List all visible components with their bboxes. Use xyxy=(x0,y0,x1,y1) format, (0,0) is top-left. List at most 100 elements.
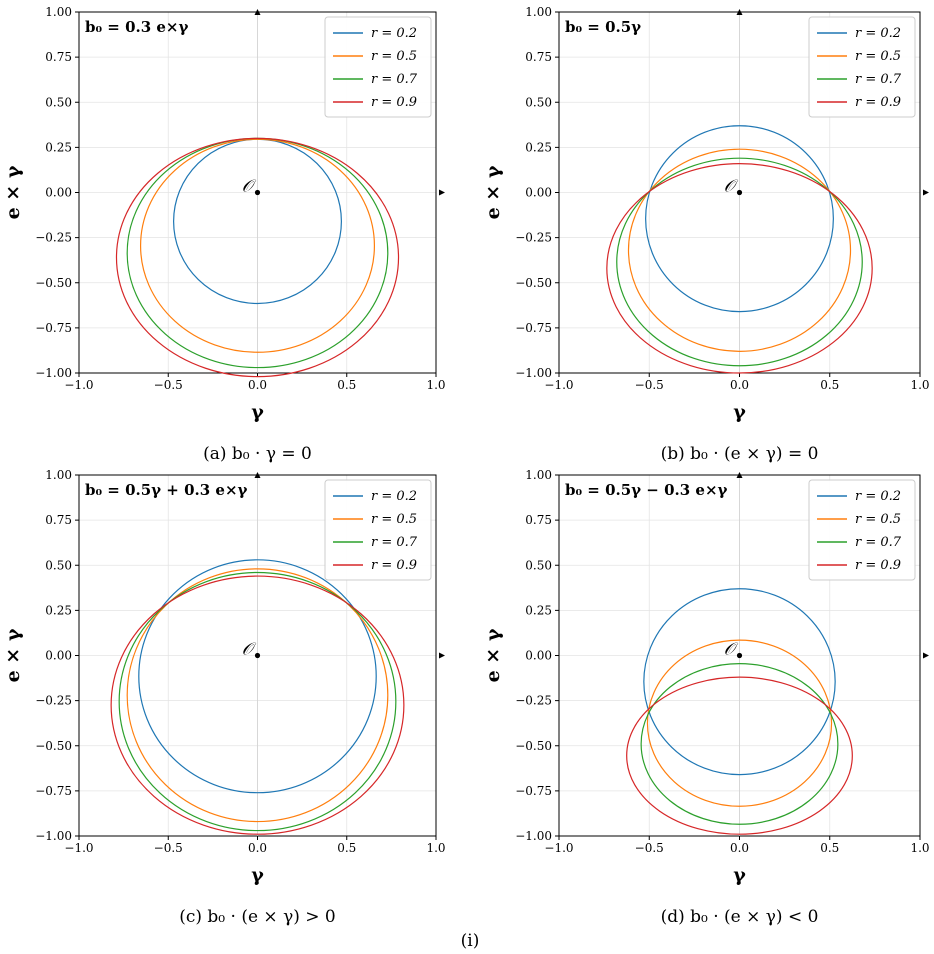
origin-point xyxy=(736,189,743,196)
legend-box xyxy=(808,479,916,581)
panel-4: −1.0 −0.5 0.0 0.5 1.0 1.00 0.75 0.50 0.25 0.00 −0.… xyxy=(482,468,930,927)
origin-label: 𝒪 xyxy=(724,640,739,660)
panel-label: b₀ = 0.5γ − 0.3 e×γ xyxy=(565,481,728,499)
right-arrow-icon xyxy=(923,652,929,659)
y-axis-title: e × γ xyxy=(482,165,504,219)
y-tick-label: 0.25 xyxy=(45,140,72,154)
legend: r = 0.2 r = 0.5 r = 0.7 r = 0.9 xyxy=(808,479,916,581)
x-tick-label: 0.0 xyxy=(248,378,267,392)
footer-text: (i) xyxy=(461,931,480,951)
x-axis-title: γ xyxy=(733,864,746,886)
y-tick-label: −0.50 xyxy=(515,276,552,290)
y-tick-label: −0.25 xyxy=(515,231,552,245)
x-tick-label: 0.5 xyxy=(820,841,839,855)
x-tick-label: 0.0 xyxy=(730,841,749,855)
y-tick-label: 1.00 xyxy=(525,468,552,482)
legend-box xyxy=(324,16,432,118)
y-tick-label: 0.25 xyxy=(45,603,72,617)
y-tick-label: −0.75 xyxy=(515,784,552,798)
series-curve-4 xyxy=(626,676,853,835)
series-curve-1 xyxy=(138,559,377,794)
legend-box xyxy=(324,479,432,581)
legend-entry: r = 0.9 xyxy=(855,558,901,573)
x-tick-label: −0.5 xyxy=(154,378,183,392)
series-curve-1 xyxy=(643,588,836,776)
y-tick-label: −1.00 xyxy=(35,829,72,843)
legend-entry: r = 0.2 xyxy=(371,26,417,41)
x-tick-label: −0.5 xyxy=(635,378,664,392)
y-tick-label: −1.00 xyxy=(35,366,72,380)
origin-label: 𝒪 xyxy=(724,177,739,197)
y-tick-label: 0.75 xyxy=(525,513,552,527)
series-curve-4 xyxy=(115,137,400,378)
x-tick-label: 1.0 xyxy=(910,841,929,855)
legend-entry: r = 0.9 xyxy=(371,558,417,573)
up-arrow-icon xyxy=(736,472,743,478)
series-curve-2 xyxy=(139,138,376,353)
x-tick-label: 1.0 xyxy=(910,378,929,392)
x-tick-label: −1.0 xyxy=(544,841,573,855)
x-tick-label: 0.0 xyxy=(248,841,267,855)
y-tick-label: 0.00 xyxy=(525,649,552,663)
y-tick-label: −0.75 xyxy=(35,321,72,335)
y-tick-label: −0.75 xyxy=(515,321,552,335)
y-tick-label: −0.25 xyxy=(35,231,72,245)
y-tick-label: −1.00 xyxy=(515,829,552,843)
y-tick-label: 0.75 xyxy=(45,513,72,527)
y-tick-label: 0.50 xyxy=(525,558,552,572)
y-tick-label: 1.00 xyxy=(525,5,552,19)
x-tick-label: 1.0 xyxy=(426,841,445,855)
y-tick-label: 1.00 xyxy=(45,468,72,482)
y-tick-label: −0.50 xyxy=(35,276,72,290)
x-tick-label: −1.0 xyxy=(544,378,573,392)
x-tick-label: 0.5 xyxy=(337,841,356,855)
y-tick-label: −0.75 xyxy=(35,784,72,798)
y-tick-label: 0.50 xyxy=(45,558,72,572)
x-tick-label: −0.5 xyxy=(635,841,664,855)
origin-label: 𝒪 xyxy=(242,640,257,660)
x-tick-label: −0.5 xyxy=(154,841,183,855)
x-axis-title: γ xyxy=(733,401,746,423)
y-tick-label: 0.00 xyxy=(525,186,552,200)
legend-entry: r = 0.7 xyxy=(855,72,902,87)
legend-entry: r = 0.5 xyxy=(855,49,901,64)
y-tick-label: −0.25 xyxy=(515,694,552,708)
legend: r = 0.2 r = 0.5 r = 0.7 r = 0.9 xyxy=(324,479,432,581)
series-curve-3 xyxy=(640,663,839,825)
y-axis-title: e × γ xyxy=(2,165,24,219)
right-arrow-icon xyxy=(923,189,929,196)
legend-entry: r = 0.2 xyxy=(855,489,901,504)
x-tick-label: 1.0 xyxy=(426,378,445,392)
series-curve-2 xyxy=(646,639,833,807)
series-curve-1 xyxy=(645,125,834,313)
up-arrow-icon xyxy=(254,9,261,15)
series-curve-2 xyxy=(126,568,389,823)
legend-entry: r = 0.7 xyxy=(371,535,418,550)
series-curve-4 xyxy=(606,163,873,374)
up-arrow-icon xyxy=(736,9,743,15)
x-tick-label: 0.5 xyxy=(820,378,839,392)
right-arrow-icon xyxy=(439,189,445,196)
y-tick-label: 0.00 xyxy=(45,186,72,200)
panel-caption: (b) b₀ · (e × γ) = 0 xyxy=(661,444,819,464)
y-tick-label: 0.75 xyxy=(45,50,72,64)
panel-1: −1.0 −0.5 0.0 0.5 1.0 1.00 0.75 0.50 0.25 0.00 −0.… xyxy=(2,5,446,464)
panel-2: −1.0 −0.5 0.0 0.5 1.0 1.00 0.75 0.50 0.25 0.00 −0.… xyxy=(482,5,930,464)
x-axis-title: γ xyxy=(251,401,264,423)
legend-entry: r = 0.2 xyxy=(855,26,901,41)
panel-label: b₀ = 0.5γ xyxy=(565,18,641,36)
legend: r = 0.2 r = 0.5 r = 0.7 r = 0.9 xyxy=(324,16,432,118)
y-tick-label: 0.50 xyxy=(45,95,72,109)
y-tick-label: 0.25 xyxy=(525,603,552,617)
panel-label: b₀ = 0.3 e×γ xyxy=(85,18,189,36)
y-tick-label: −1.00 xyxy=(515,366,552,380)
legend-entry: r = 0.7 xyxy=(855,535,902,550)
panel-caption: (d) b₀ · (e × γ) < 0 xyxy=(661,907,819,927)
series-curve-3 xyxy=(118,571,397,832)
origin-point xyxy=(736,652,743,659)
x-tick-label: −1.0 xyxy=(64,378,93,392)
x-tick-label: 0.0 xyxy=(730,378,749,392)
series-curve-4 xyxy=(110,575,405,835)
legend-entry: r = 0.7 xyxy=(371,72,418,87)
